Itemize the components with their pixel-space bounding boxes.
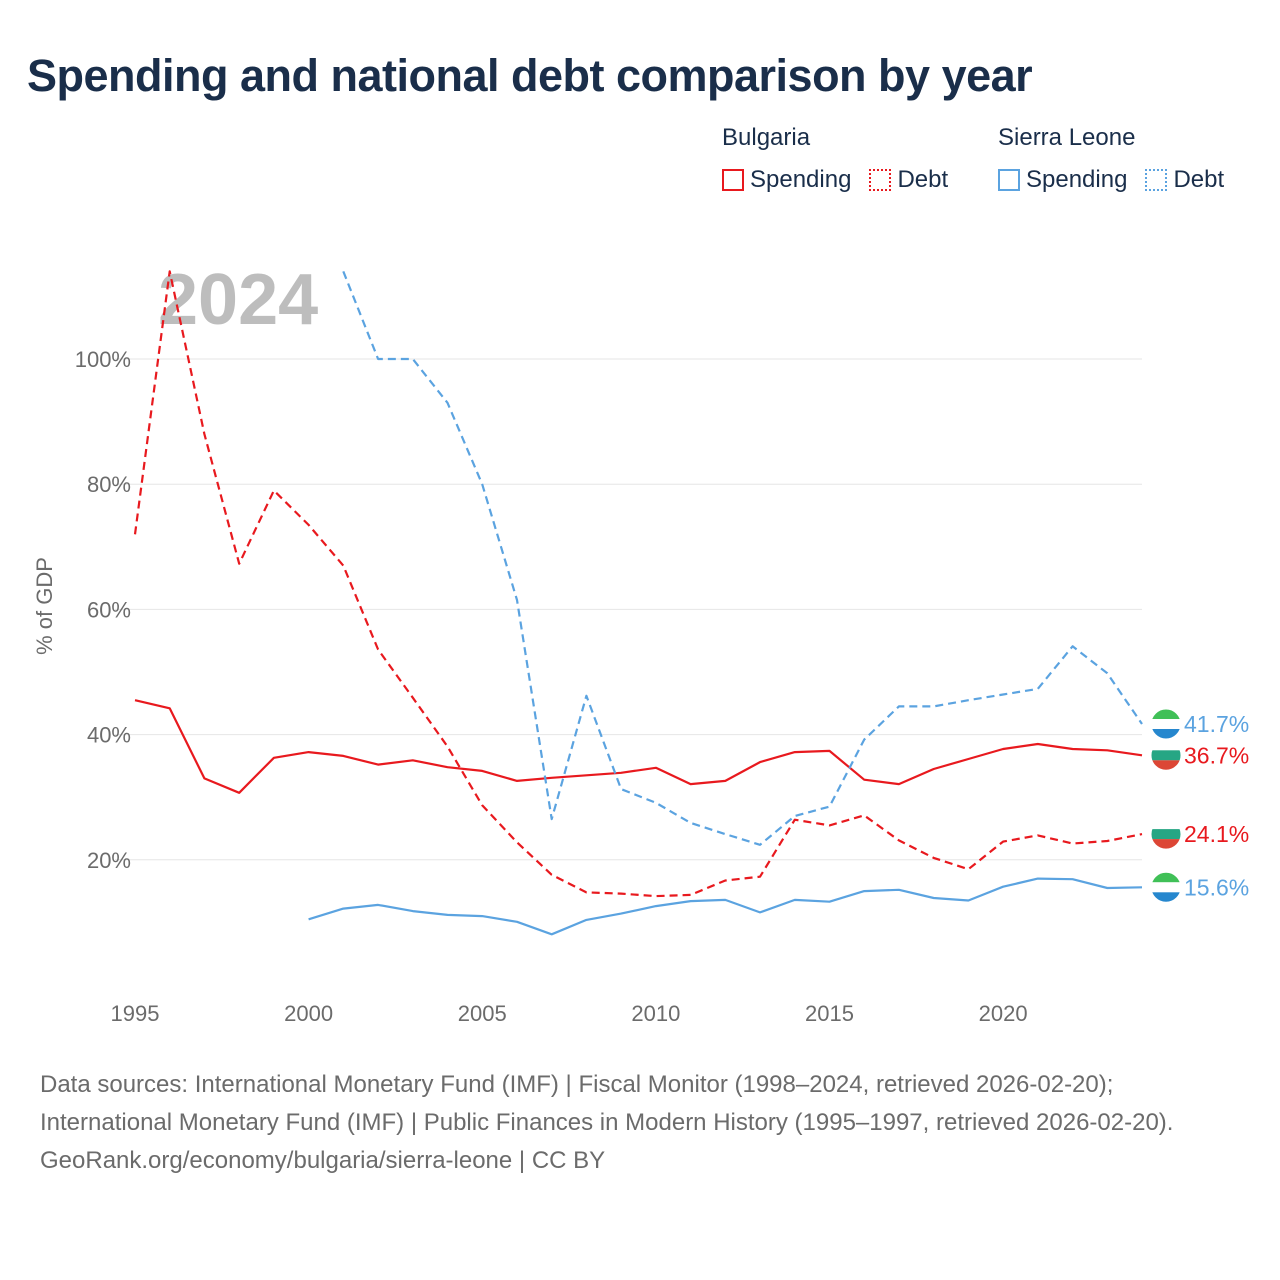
- x-tick-label: 2010: [631, 1001, 680, 1026]
- legend-swatch-dotted: [869, 169, 892, 191]
- legend-group-bulgaria: Bulgaria Spending Debt: [722, 124, 966, 194]
- legend-group-sierra-leone: Sierra Leone Spending Debt: [998, 124, 1242, 194]
- legend-swatch-solid: [722, 169, 744, 191]
- y-axis-label: % of GDP: [32, 557, 57, 655]
- bulgaria-flag-icon: [1150, 818, 1182, 850]
- x-tick-label: 2020: [979, 1001, 1028, 1026]
- sierra-leone-flag-icon: [1150, 871, 1182, 903]
- footer: Data sources: International Monetary Fun…: [40, 1066, 1240, 1180]
- legend-group-name: Sierra Leone: [998, 124, 1136, 151]
- legend-item-bulgaria-spending[interactable]: Spending: [722, 166, 851, 194]
- end-value-label: 15.6%: [1184, 874, 1249, 900]
- end-value-label: 36.7%: [1184, 742, 1249, 768]
- sierra-leone-flag-icon: [1150, 708, 1182, 740]
- x-tick-label: 2005: [458, 1001, 507, 1026]
- legend-item-sierra-leone-debt[interactable]: Debt: [1145, 166, 1224, 194]
- legend-item-bulgaria-debt[interactable]: Debt: [869, 166, 948, 194]
- x-tick-label: 2015: [805, 1001, 854, 1026]
- series-line-bulgaria-spending: [134, 699, 1143, 794]
- x-tick-label: 1995: [111, 1001, 160, 1026]
- end-value-label: 41.7%: [1184, 711, 1249, 737]
- year-watermark: 2024: [158, 260, 318, 340]
- legend-label: Spending: [1026, 166, 1128, 193]
- legend-swatch-solid: [998, 169, 1020, 191]
- legend-label: Spending: [750, 166, 852, 193]
- y-tick-label: 40%: [87, 723, 131, 748]
- series-line-bulgaria-debt: [133, 270, 1143, 898]
- data-sources: Data sources: International Monetary Fun…: [40, 1071, 1174, 1136]
- legend-label: Debt: [1173, 166, 1225, 193]
- line-chart: 2024 20% 40% 60% 80% 100% 1995 2000 2005 2010 201…: [32, 260, 1249, 1026]
- y-tick-label: 20%: [87, 848, 131, 873]
- end-value-label: 24.1%: [1184, 821, 1249, 847]
- y-tick-label: 60%: [87, 597, 131, 622]
- y-tick-label: 100%: [75, 347, 131, 372]
- series-line-sierra-leone-spending: [308, 877, 1143, 936]
- bulgaria-flag-icon: [1150, 739, 1182, 771]
- credit-link[interactable]: GeoRank.org/economy/bulgaria/sierra-leon…: [40, 1147, 606, 1174]
- legend-item-sierra-leone-spending[interactable]: Spending: [998, 166, 1127, 194]
- legend-label: Debt: [897, 166, 949, 193]
- legend-swatch-dotted: [1145, 169, 1168, 191]
- series-line-sierra-leone-debt: [342, 270, 1143, 846]
- y-tick-label: 80%: [87, 472, 131, 497]
- legend-group-name: Bulgaria: [722, 124, 811, 151]
- x-tick-label: 2000: [284, 1001, 333, 1026]
- chart-title: Spending and national debt comparison by…: [27, 50, 1033, 101]
